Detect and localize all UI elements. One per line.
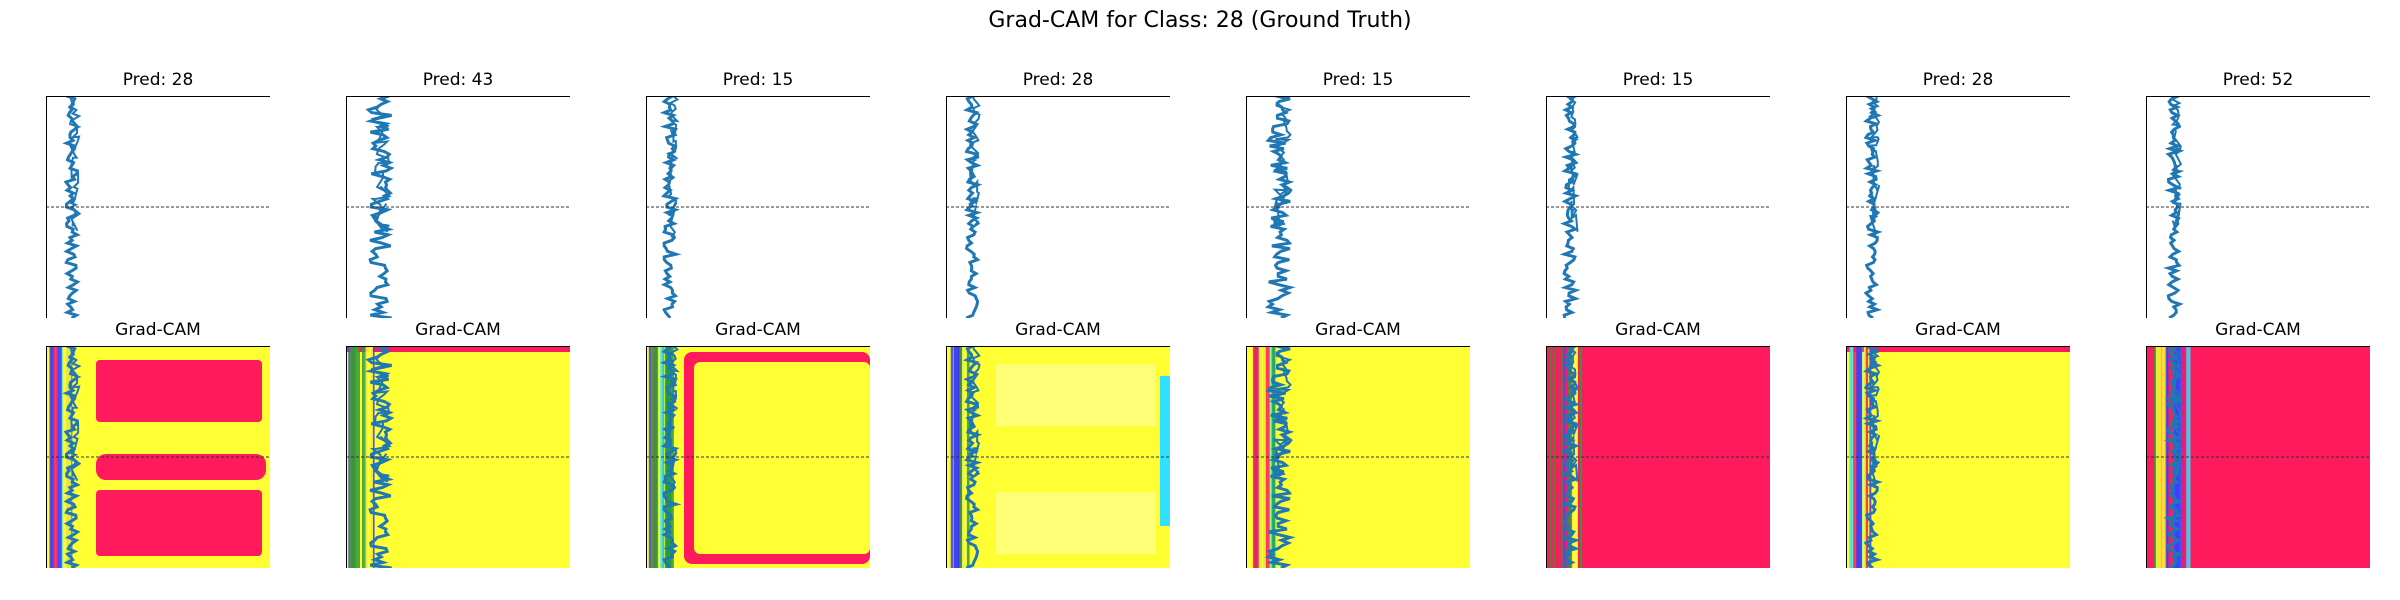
signal-trace-secondary — [369, 96, 392, 233]
cam-pale-region — [996, 364, 1156, 426]
signal-trace-secondary — [68, 96, 82, 232]
signal-trace-secondary — [1271, 96, 1293, 228]
gradcam-axes — [2146, 346, 2370, 568]
gradcam-heatmap — [46, 346, 270, 568]
gradcam-axes — [1246, 346, 1470, 568]
gradcam-title: Grad-CAM — [1615, 320, 1701, 340]
signal-plot — [346, 96, 570, 318]
cam-activation-stripe — [1571, 346, 1578, 568]
signal-plot — [1246, 96, 1470, 318]
gradcam-title: Grad-CAM — [115, 320, 201, 340]
signal-trace-secondary — [969, 96, 981, 228]
cam-activation-stripe — [2168, 346, 2174, 568]
gradcam-heatmap — [946, 346, 1170, 568]
signal-trace-secondary — [2170, 96, 2185, 229]
cam-pale-region — [996, 492, 1156, 554]
cam-cool-region — [694, 362, 870, 554]
gradcam-title: Grad-CAM — [715, 320, 801, 340]
cam-activation-stripe — [653, 346, 659, 568]
signal-trace-secondary — [1867, 96, 1881, 238]
cam-activation-stripe — [961, 346, 967, 568]
signal-trace-secondary — [2170, 346, 2185, 479]
gradcam-axes — [346, 346, 570, 568]
signal-trace — [962, 96, 983, 318]
signal-trace-secondary — [1867, 346, 1881, 488]
pred-title: Pred: 52 — [2222, 70, 2294, 90]
signal-trace-secondary — [369, 346, 392, 483]
signal-trace-secondary — [665, 96, 680, 239]
cam-activation-stripe — [349, 346, 352, 568]
signal-axes — [46, 96, 270, 318]
gradcam-title: Grad-CAM — [2215, 320, 2301, 340]
gradcam-heatmap — [1546, 346, 1770, 568]
pred-title: Pred: 28 — [122, 70, 194, 90]
signal-axes — [1246, 96, 1470, 318]
cam-activation-stripe — [1258, 346, 1263, 568]
gradcam-title: Grad-CAM — [1315, 320, 1401, 340]
cam-edge — [1846, 346, 2070, 352]
gradcam-title: Grad-CAM — [1015, 320, 1101, 340]
pred-title: Pred: 28 — [1022, 70, 1094, 90]
gradcam-title: Grad-CAM — [415, 320, 501, 340]
pred-title: Pred: 15 — [1622, 70, 1694, 90]
cam-edge — [1160, 376, 1170, 526]
signal-plot — [1846, 96, 2070, 318]
cam-activation-stripe — [648, 346, 651, 568]
cam-activation-stripe — [58, 346, 62, 568]
signal-plot — [946, 96, 1170, 318]
cam-activation-stripe — [1252, 346, 1259, 568]
signal-trace — [962, 346, 983, 568]
cam-activation-stripe — [1853, 346, 1859, 568]
signal-plot — [46, 96, 270, 318]
gradcam-axes — [946, 346, 1170, 568]
signal-plot — [1546, 96, 1770, 318]
cam-activation-stripe — [1579, 346, 1583, 568]
gradcam-axes — [646, 346, 870, 568]
signal-trace-secondary — [1271, 346, 1293, 478]
cam-edge — [346, 346, 570, 352]
gradcam-heatmap — [1246, 346, 1470, 568]
cam-activation-stripe — [1582, 346, 1587, 568]
pred-title: Pred: 28 — [1922, 70, 1994, 90]
pred-title: Pred: 43 — [422, 70, 494, 90]
cam-hot-region — [96, 490, 262, 556]
gradcam-axes — [1846, 346, 2070, 568]
signal-plot — [646, 96, 870, 318]
gradcam-heatmap — [2146, 346, 2370, 568]
signal-trace-secondary — [969, 346, 981, 478]
cam-activation-stripe — [2161, 346, 2168, 568]
signal-axes — [646, 96, 870, 318]
cam-activation-stripe — [1556, 346, 1563, 568]
cam-activation-stripe — [959, 346, 962, 568]
gradcam-heatmap — [646, 346, 870, 568]
pred-title: Pred: 15 — [1322, 70, 1394, 90]
gradcam-title: Grad-CAM — [1915, 320, 2001, 340]
gradcam-heatmap — [346, 346, 570, 568]
signal-axes — [1846, 96, 2070, 318]
cam-activation-stripe — [62, 346, 66, 568]
gradcam-axes — [46, 346, 270, 568]
cam-hot-region — [96, 360, 262, 422]
figure-title: Grad-CAM for Class: 28 (Ground Truth) — [988, 8, 1412, 33]
signal-plot — [2146, 96, 2370, 318]
signal-axes — [946, 96, 1170, 318]
gradcam-axes — [1546, 346, 1770, 568]
cam-hot-region — [96, 454, 266, 480]
signal-axes — [1546, 96, 1770, 318]
signal-axes — [2146, 96, 2370, 318]
gradcam-heatmap — [1846, 346, 2070, 568]
signal-trace-secondary — [665, 346, 680, 489]
pred-title: Pred: 15 — [722, 70, 794, 90]
signal-axes — [346, 96, 570, 318]
signal-trace-secondary — [68, 346, 82, 482]
